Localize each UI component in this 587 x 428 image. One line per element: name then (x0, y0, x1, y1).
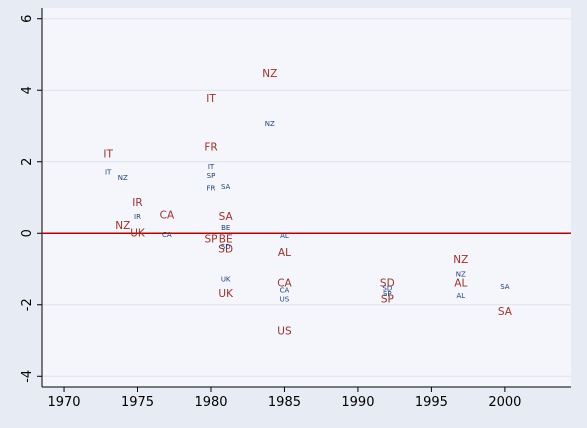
data-point-label-large: IT (206, 93, 216, 105)
data-point-label-small: SD (221, 243, 231, 251)
data-point-label-large: SP (381, 293, 394, 305)
x-tick-label: 2000 (488, 395, 521, 410)
data-point-label-small: IR (134, 213, 141, 221)
data-point-label-small: SA (221, 183, 231, 191)
x-tick-label: 1985 (268, 395, 301, 410)
y-tick-label: 2 (20, 158, 35, 166)
data-point-label-large: CA (160, 209, 175, 221)
data-point-label-small: SP (383, 290, 392, 298)
markers: ITIRNZUKCAITFRSPSABESDUKNZALCAUSSDSPNZAL… (103, 68, 512, 337)
data-point-label-large: UK (218, 288, 234, 300)
data-point-label-large: UK (130, 227, 146, 239)
data-point-label-large: AL (278, 247, 291, 259)
data-point-label-large: SA (219, 211, 234, 223)
y-tick-label: 6 (20, 15, 35, 23)
x-tick-label: 1995 (415, 395, 448, 410)
data-point-label-small: CA (162, 231, 172, 239)
data-point-label-large: BE (219, 234, 233, 246)
data-point-label-large: SP (204, 234, 217, 246)
data-point-label-small: AL (456, 292, 465, 300)
data-point-label-large: IR (132, 197, 142, 209)
data-point-label-small: SA (500, 283, 510, 291)
x-tick-label: 1980 (194, 395, 227, 410)
data-point-label-small: NZ (118, 174, 128, 182)
data-point-label-small: SP (207, 172, 216, 180)
data-point-label-large: NZ (262, 68, 277, 80)
data-point-label-small: NZ (265, 120, 275, 128)
x-tick-label: 1990 (341, 395, 374, 410)
y-tick-label: 4 (20, 86, 35, 94)
data-point-label-large: FR (204, 141, 217, 153)
plot-area (42, 8, 571, 387)
data-point-label-large: IT (103, 149, 113, 161)
y-tick-label: 0 (20, 229, 35, 237)
data-point-label-small: AL (280, 232, 289, 240)
data-point-label-small: CA (280, 286, 290, 294)
data-point-label-small: IT (208, 163, 215, 171)
data-point-label-large: SD (380, 277, 395, 289)
x-tick-label: 1975 (121, 395, 154, 410)
y-tick-label: -2 (20, 298, 35, 311)
data-point-label-small: SD (382, 285, 392, 293)
data-point-label-large: SA (498, 306, 513, 318)
data-point-label-small: US (280, 295, 290, 303)
data-point-label-small: IT (105, 168, 112, 176)
data-point-label-small: FR (207, 185, 216, 193)
data-point-label-small: UK (221, 276, 231, 284)
data-point-label-large: NZ (115, 220, 130, 232)
x-tick-label: 1970 (47, 395, 80, 410)
data-point-label-large: SD (218, 243, 233, 255)
data-point-label-small: NZ (456, 270, 466, 278)
axes: -4 -2 0 2 4 6 1970 1975 1980 1985 1990 1995 2000 (20, 8, 571, 410)
data-point-label-large: NZ (453, 254, 468, 266)
data-point-label-large: AL (454, 277, 467, 289)
data-point-label-small: BE (221, 224, 230, 232)
y-tick-label: -4 (20, 370, 35, 383)
data-point-label-large: US (277, 326, 292, 338)
data-point-label-large: CA (277, 277, 292, 289)
